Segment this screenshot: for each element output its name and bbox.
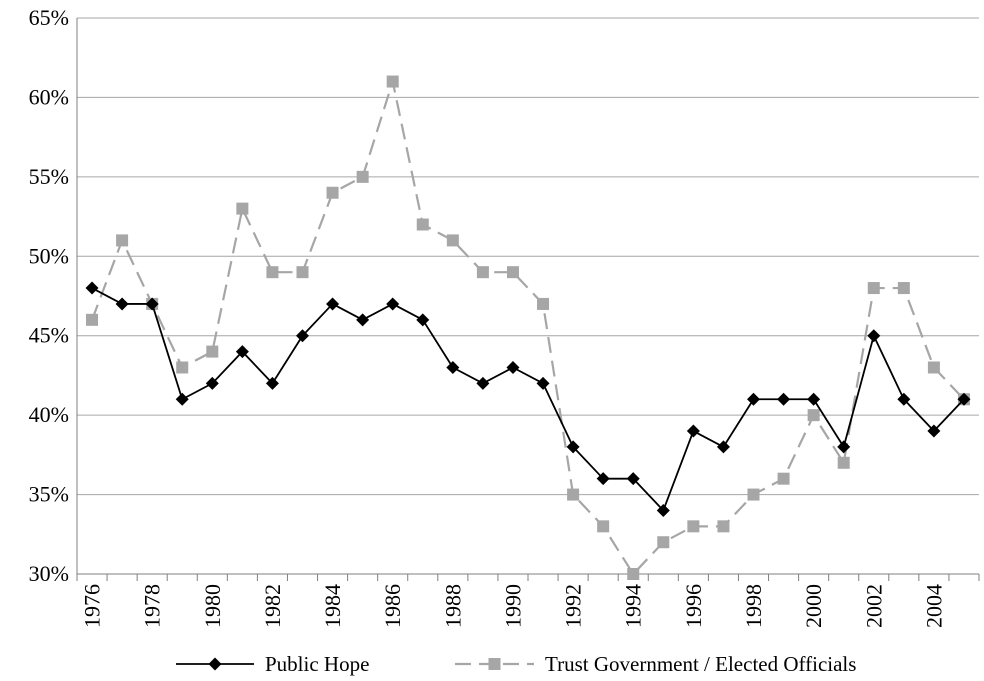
data-point — [867, 329, 881, 343]
y-tick-label: 40% — [29, 402, 69, 427]
data-point — [296, 266, 309, 279]
data-point — [686, 424, 700, 438]
data-point — [927, 361, 940, 374]
data-point — [86, 313, 99, 326]
y-tick-label: 55% — [29, 164, 69, 189]
data-point — [747, 488, 760, 501]
data-point — [265, 376, 279, 390]
data-point — [386, 75, 399, 88]
y-tick-label: 45% — [29, 323, 69, 348]
x-tick-label: 1984 — [320, 584, 345, 628]
y-axis-ticks: 30% 35% 40% 45% 50% 55% 60% 65% — [29, 5, 69, 586]
data-point — [115, 297, 129, 311]
data-point — [446, 360, 460, 374]
data-point — [326, 297, 340, 311]
data-point — [235, 345, 249, 359]
legend-label: Public Hope — [265, 652, 369, 676]
data-point — [206, 345, 219, 358]
x-axis-ticks: 1976 1978 1980 1982 1984 1986 1988 1990 1992 1994… — [80, 584, 947, 628]
series-1 — [86, 75, 970, 580]
data-point — [176, 361, 189, 374]
data-point — [85, 281, 99, 295]
data-point — [506, 360, 520, 374]
series-0 — [85, 281, 971, 517]
axes — [76, 18, 980, 581]
x-tick-label: 1978 — [140, 584, 165, 628]
data-point — [506, 266, 519, 279]
data-point — [326, 186, 339, 199]
y-tick-label: 35% — [29, 482, 69, 507]
x-tick-label: 1992 — [561, 584, 586, 628]
data-point — [837, 456, 850, 469]
legend-item: Trust Government / Elected Officials — [455, 652, 856, 676]
x-tick-label: 1980 — [200, 584, 225, 628]
data-point — [807, 392, 821, 406]
data-point — [717, 520, 730, 533]
x-tick-label: 1982 — [260, 584, 285, 628]
data-point — [777, 392, 791, 406]
data-point — [656, 503, 670, 517]
data-point — [356, 313, 370, 327]
data-point — [957, 392, 971, 406]
data-point — [777, 472, 790, 485]
data-point — [687, 520, 700, 533]
legend-item: Public Hope — [176, 652, 369, 676]
x-tick-label: 1994 — [621, 584, 646, 628]
x-tick-label: 1998 — [741, 584, 766, 628]
data-point — [627, 568, 640, 580]
data-point — [596, 472, 610, 486]
x-tick-label: 1996 — [681, 584, 706, 628]
data-point — [476, 376, 490, 390]
x-tick-label: 1990 — [500, 584, 525, 628]
data-point — [476, 266, 489, 279]
data-point — [446, 234, 459, 247]
data-point — [236, 202, 249, 215]
data-point — [205, 376, 219, 390]
data-point — [837, 440, 851, 454]
series-group — [85, 75, 971, 580]
data-point — [897, 392, 911, 406]
series-line — [91, 80, 965, 576]
x-tick-label: 1988 — [440, 584, 465, 628]
data-point — [807, 409, 820, 422]
data-point — [416, 218, 429, 231]
data-point — [927, 424, 941, 438]
y-tick-label: 30% — [29, 561, 69, 586]
legend-marker — [208, 657, 222, 671]
series-line — [91, 287, 965, 512]
x-tick-label: 1986 — [380, 584, 405, 628]
data-point — [296, 329, 309, 343]
y-tick-label: 65% — [29, 5, 69, 30]
data-point — [657, 536, 670, 549]
x-tick-label: 1976 — [80, 584, 105, 628]
data-point — [145, 297, 159, 311]
legend-label: Trust Government / Elected Officials — [545, 652, 856, 676]
legend-marker — [488, 658, 501, 670]
x-tick-label: 2000 — [801, 584, 826, 628]
data-point — [747, 392, 760, 406]
data-point — [116, 234, 129, 247]
data-point — [566, 440, 580, 454]
x-tick-label: 2002 — [861, 584, 886, 628]
data-point — [567, 488, 580, 501]
y-tick-label: 50% — [29, 243, 69, 268]
data-point — [626, 472, 640, 486]
legend: Public Hope Trust Government / Elected Of… — [176, 652, 856, 676]
data-point — [716, 440, 730, 454]
data-point — [597, 520, 610, 533]
data-point — [897, 282, 910, 295]
data-point — [536, 376, 550, 390]
gridlines — [77, 17, 979, 496]
data-point — [266, 266, 279, 279]
y-tick-label: 60% — [29, 84, 69, 109]
data-point — [356, 170, 369, 183]
x-tick-label: 2004 — [921, 584, 946, 628]
data-point — [537, 297, 550, 310]
data-point — [175, 392, 189, 406]
data-point — [867, 282, 880, 295]
data-point — [386, 297, 400, 311]
data-point — [416, 313, 430, 327]
